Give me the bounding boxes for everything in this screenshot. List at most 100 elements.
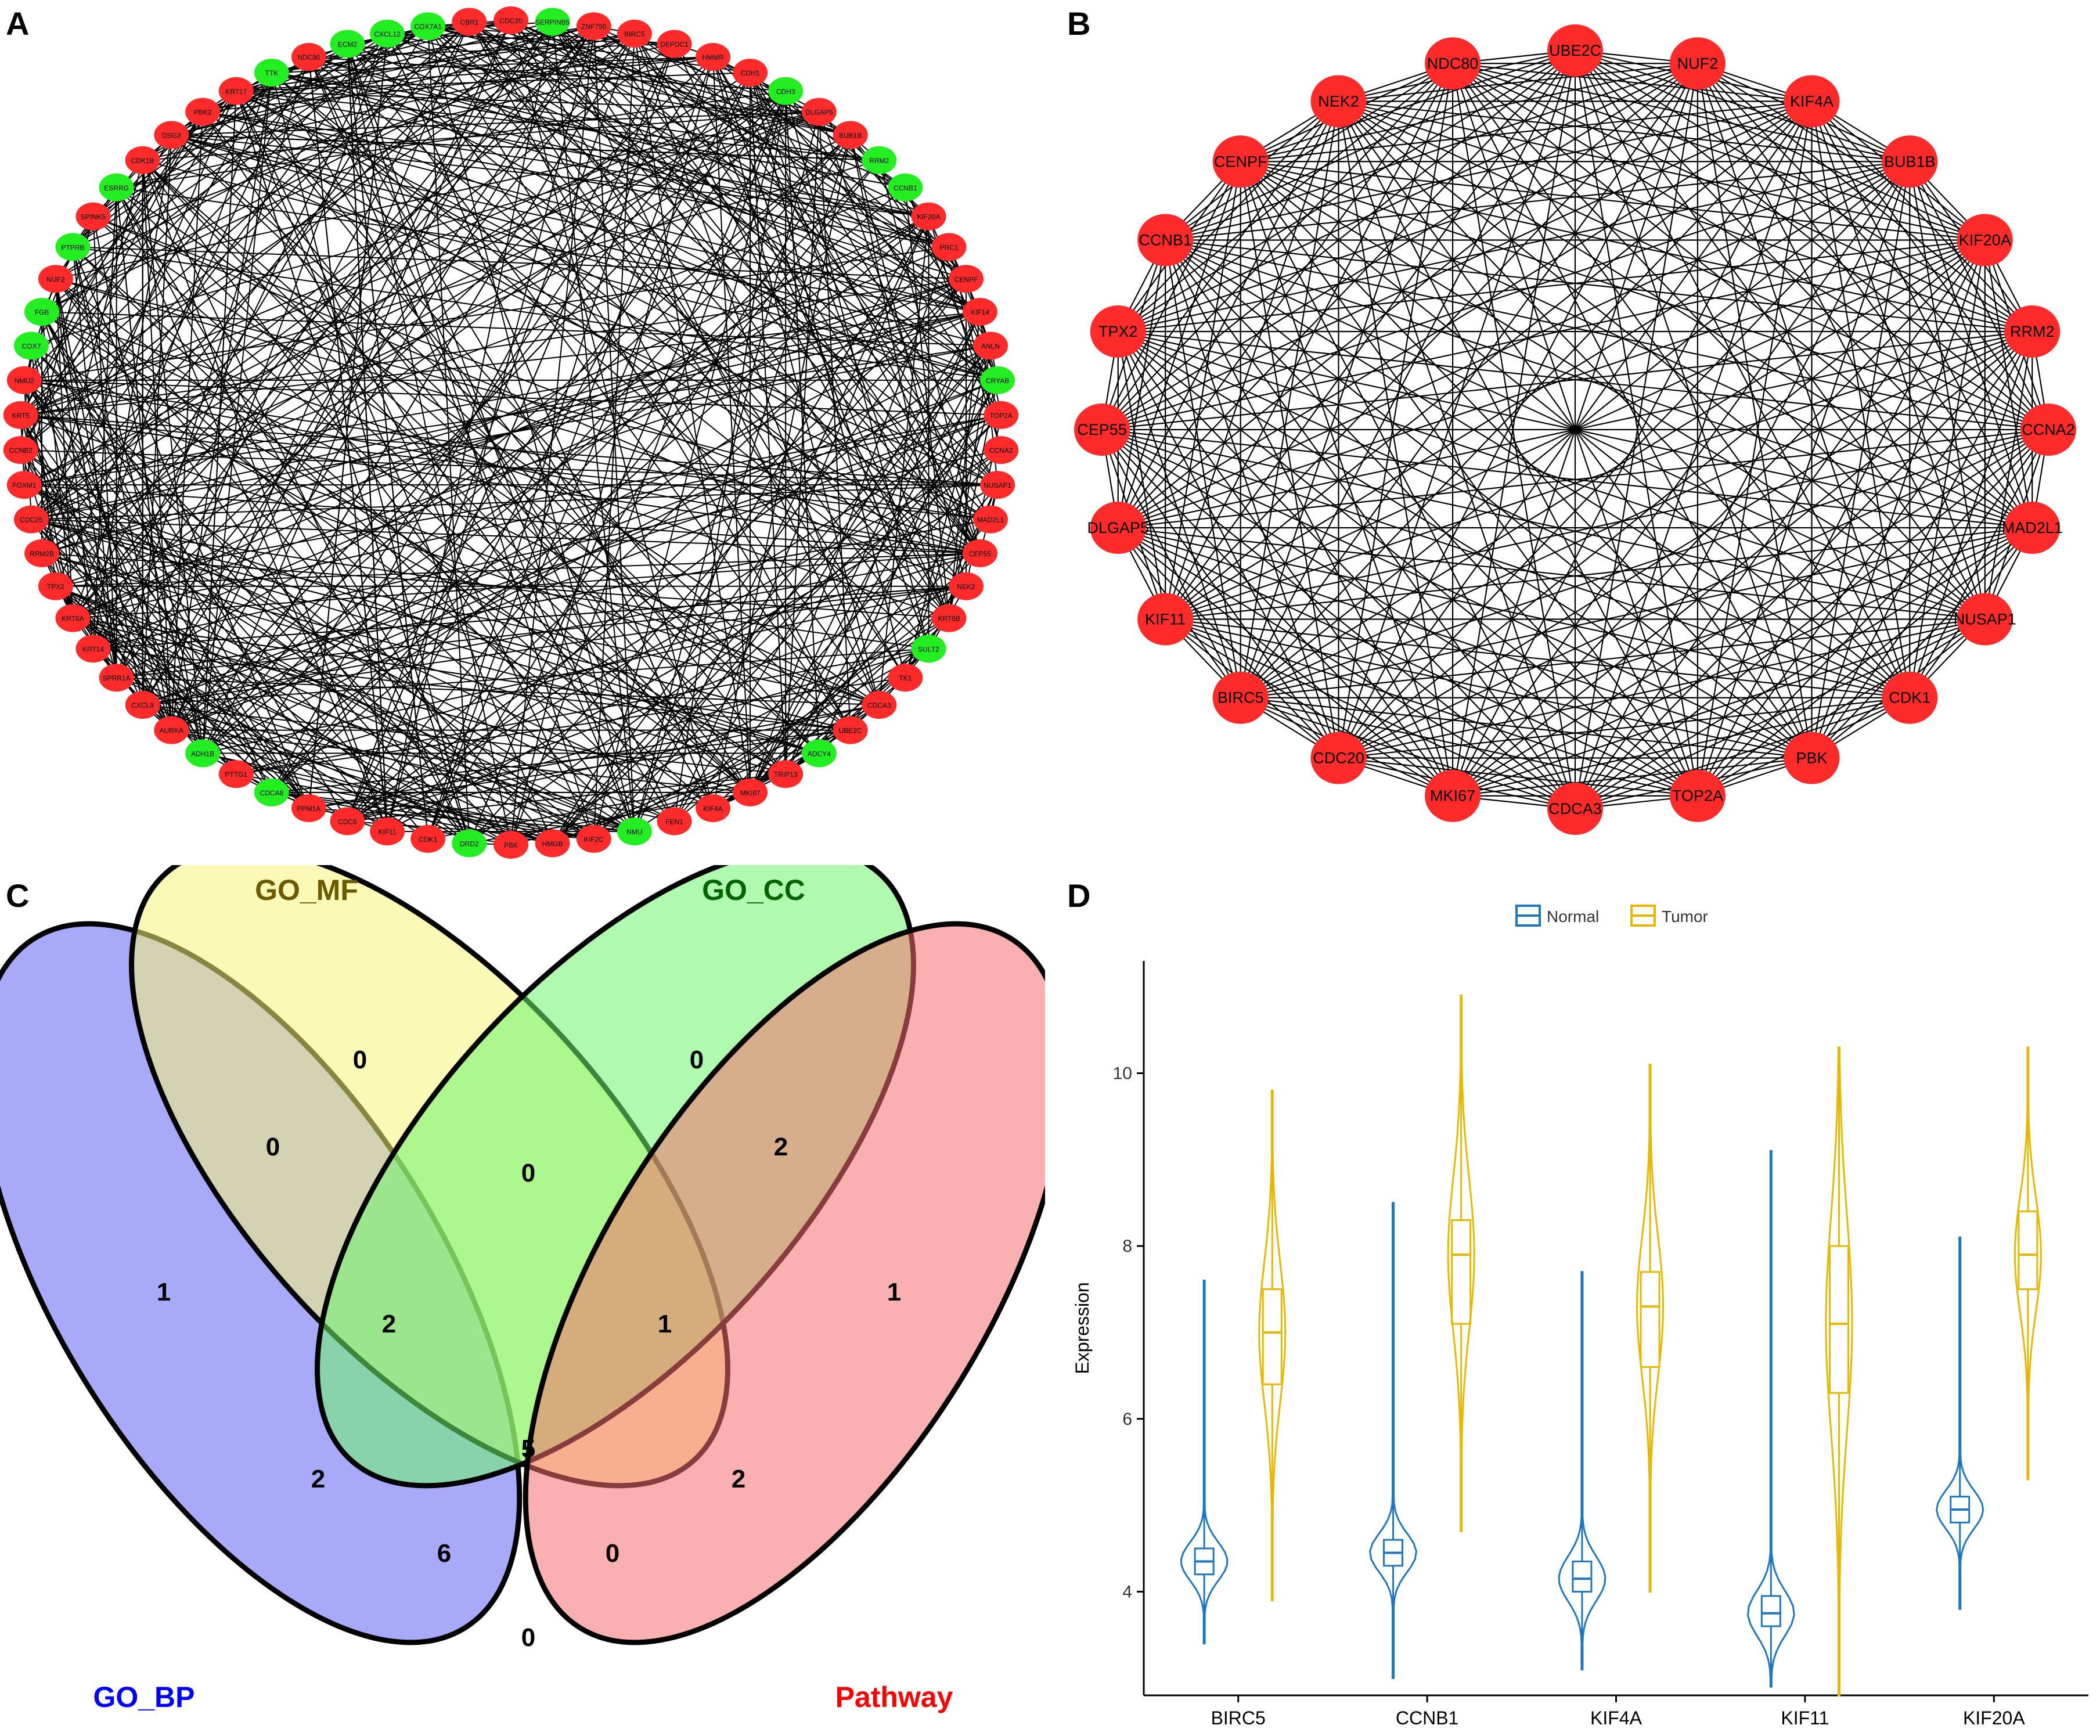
network-node: HMMR xyxy=(696,43,731,71)
network-edge xyxy=(1117,331,1339,759)
network-node: BUB1B xyxy=(833,121,868,149)
venn-count-mf-cc-pw: 1 xyxy=(658,1310,672,1338)
network-edge xyxy=(1240,50,1576,698)
hub-gene-network: UBE2C NUF2 KIF4A BUB1B KIF20A RRM2 CCNA2 MAD2L1… xyxy=(1074,24,2076,835)
network-edge xyxy=(1451,50,1576,796)
network-edge xyxy=(1240,161,2033,333)
expression-violin-chart: Normal Tumor 4 6 8 10 Expression BIRC5 CCNB1 KIF… xyxy=(1072,905,2088,1728)
network-edge xyxy=(171,73,272,730)
network-edge xyxy=(347,44,388,832)
network-edge xyxy=(142,160,820,754)
network-edge xyxy=(1338,331,2033,759)
network-node: SULT2 xyxy=(911,635,946,663)
node-shape xyxy=(1310,75,1367,128)
venn-count-cc-only: 0 xyxy=(690,1046,704,1074)
node-label: NUF2 xyxy=(46,275,65,283)
network-edge xyxy=(427,26,820,113)
violin-shape xyxy=(1258,1089,1287,1601)
node-shape xyxy=(768,760,804,788)
network-edge xyxy=(203,56,714,113)
network-edge xyxy=(20,449,635,832)
network-edge xyxy=(20,449,237,775)
network-edge xyxy=(1240,161,2033,529)
network-edge xyxy=(271,72,930,650)
network-edge xyxy=(271,791,388,833)
network-edge xyxy=(24,380,428,840)
network-edge xyxy=(308,807,635,833)
network-edge xyxy=(1118,239,1986,529)
network-edge xyxy=(1101,428,2033,529)
network-edge xyxy=(202,73,272,754)
network-edge xyxy=(24,90,786,486)
network-edge xyxy=(116,585,967,679)
y-tick-label: 10 xyxy=(1113,1064,1132,1083)
violin-normal xyxy=(1936,1236,1984,1610)
box xyxy=(1828,1245,1849,1394)
network-edge xyxy=(785,91,1002,416)
node-shape xyxy=(980,366,1015,394)
box xyxy=(2018,1211,2038,1291)
network-edge xyxy=(1811,100,2033,332)
network-edge xyxy=(1240,161,1985,241)
node-label: DLGAP5 xyxy=(1087,519,1149,536)
network-node: NUSAP1 xyxy=(980,471,1015,499)
node-shape xyxy=(984,436,1019,464)
node-shape xyxy=(1137,214,1194,266)
network-edge xyxy=(1240,697,1812,759)
network-edge xyxy=(171,111,819,136)
node-shape xyxy=(55,604,91,632)
network-edge xyxy=(20,449,553,844)
node-label: DRD2 xyxy=(460,840,479,848)
network-edge xyxy=(1165,63,1698,241)
node-shape xyxy=(99,664,134,692)
network-edge xyxy=(72,246,714,809)
network-edge xyxy=(1117,100,1339,528)
network-edge xyxy=(1338,63,1454,758)
node-shape xyxy=(154,716,189,744)
network-node: NDC80 xyxy=(1425,37,1481,90)
network-edge xyxy=(24,380,388,832)
network-edge xyxy=(750,518,991,793)
network-edge xyxy=(24,246,949,381)
node-label: TPX2 xyxy=(47,583,64,591)
node-label: KIF2C xyxy=(584,835,604,844)
network-edge xyxy=(23,380,272,793)
network-node: KIF2C xyxy=(576,824,611,853)
network-edge xyxy=(1118,50,1576,332)
box xyxy=(1451,1219,1472,1325)
network-node: UBE2C xyxy=(1547,24,1603,77)
network-edge xyxy=(1338,100,2033,528)
network-edge xyxy=(1338,100,1986,241)
network-edge xyxy=(1338,100,2049,430)
node-label: HMGB xyxy=(542,840,563,848)
network-node: TPX2 xyxy=(1090,305,1146,358)
network-edge xyxy=(1338,527,2033,759)
node-shape xyxy=(291,794,326,822)
network-edge xyxy=(347,43,981,313)
network-edge xyxy=(202,752,595,840)
node-shape xyxy=(410,824,446,853)
network-node: AURKA xyxy=(154,716,189,744)
node-label: FGB xyxy=(35,308,49,316)
network-node: NEK2 xyxy=(949,572,984,600)
network-edge xyxy=(116,21,470,678)
network-edge xyxy=(92,33,388,649)
network-node: BIRC5 xyxy=(1212,671,1269,724)
venn-set-pathway xyxy=(523,921,1045,1645)
network-edge xyxy=(73,246,967,280)
box xyxy=(1572,1560,1593,1593)
node-label: PBK xyxy=(1796,750,1827,767)
network-edge xyxy=(1338,63,1698,759)
network-edge xyxy=(1452,63,1812,102)
network-edge xyxy=(1240,239,1986,698)
venn-count-mf-cc: 0 xyxy=(521,1159,535,1187)
node-shape xyxy=(931,233,967,261)
network-edge xyxy=(1575,331,2033,809)
network-node: CBR1 xyxy=(452,8,487,36)
node-shape xyxy=(6,366,42,394)
network-edge xyxy=(1575,50,2033,528)
network-edge xyxy=(1697,429,2049,797)
network-edge xyxy=(202,21,553,113)
network-edge xyxy=(469,449,1002,844)
venn-diagram: 0 0 0 0 2 1 2 1 1 2 5 2 6 0 0 GO_MF GO_C… xyxy=(0,865,1045,1713)
